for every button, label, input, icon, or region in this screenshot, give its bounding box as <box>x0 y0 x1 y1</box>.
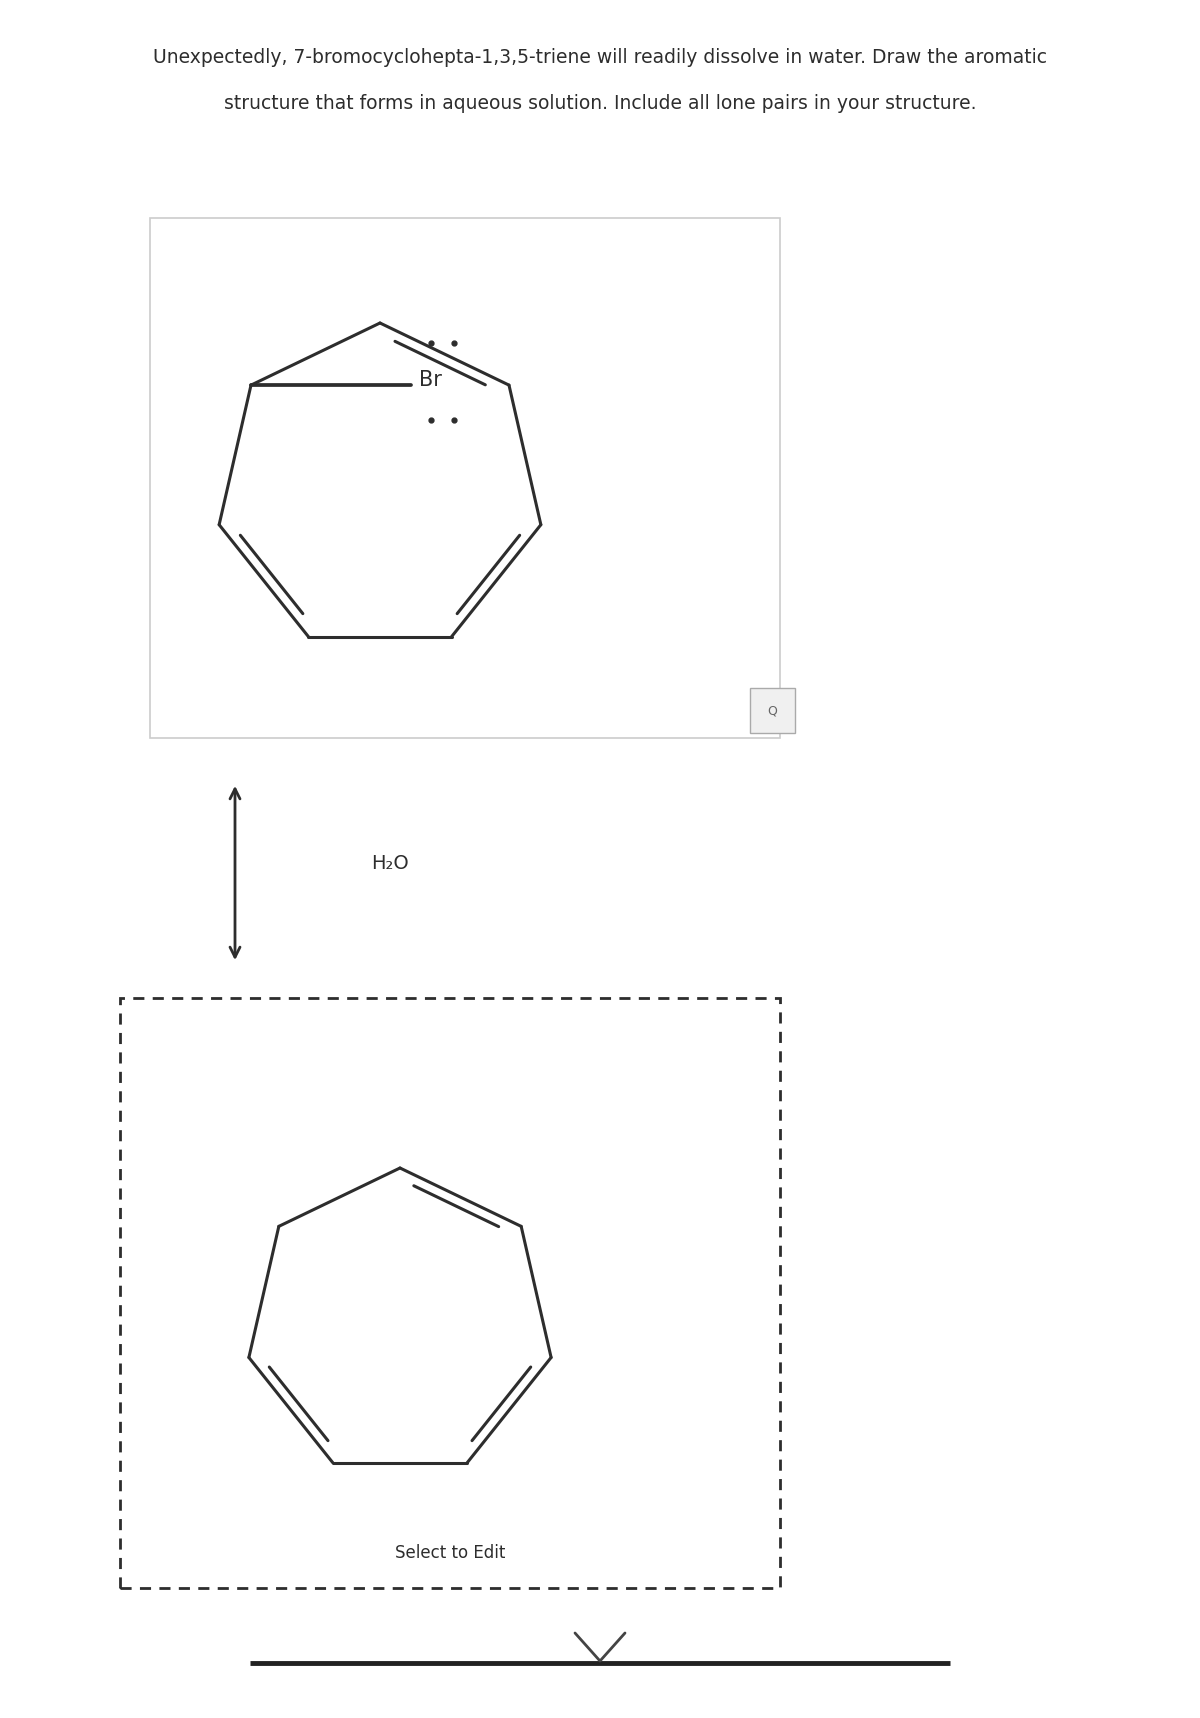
Bar <box>150 218 780 739</box>
Text: H₂O: H₂O <box>371 854 409 873</box>
Text: Unexpectedly, 7-bromocyclohepta-1,3,5-triene will readily dissolve in water. Dra: Unexpectedly, 7-bromocyclohepta-1,3,5-tr… <box>154 48 1046 67</box>
Text: Q: Q <box>768 704 778 716</box>
Text: structure that forms in aqueous solution. Include all lone pairs in your structu: structure that forms in aqueous solution… <box>223 93 977 112</box>
Text: Br: Br <box>419 369 442 390</box>
Text: Select to Edit: Select to Edit <box>395 1544 505 1562</box>
Bar <box>750 687 796 734</box>
Bar <box>120 998 780 1587</box>
